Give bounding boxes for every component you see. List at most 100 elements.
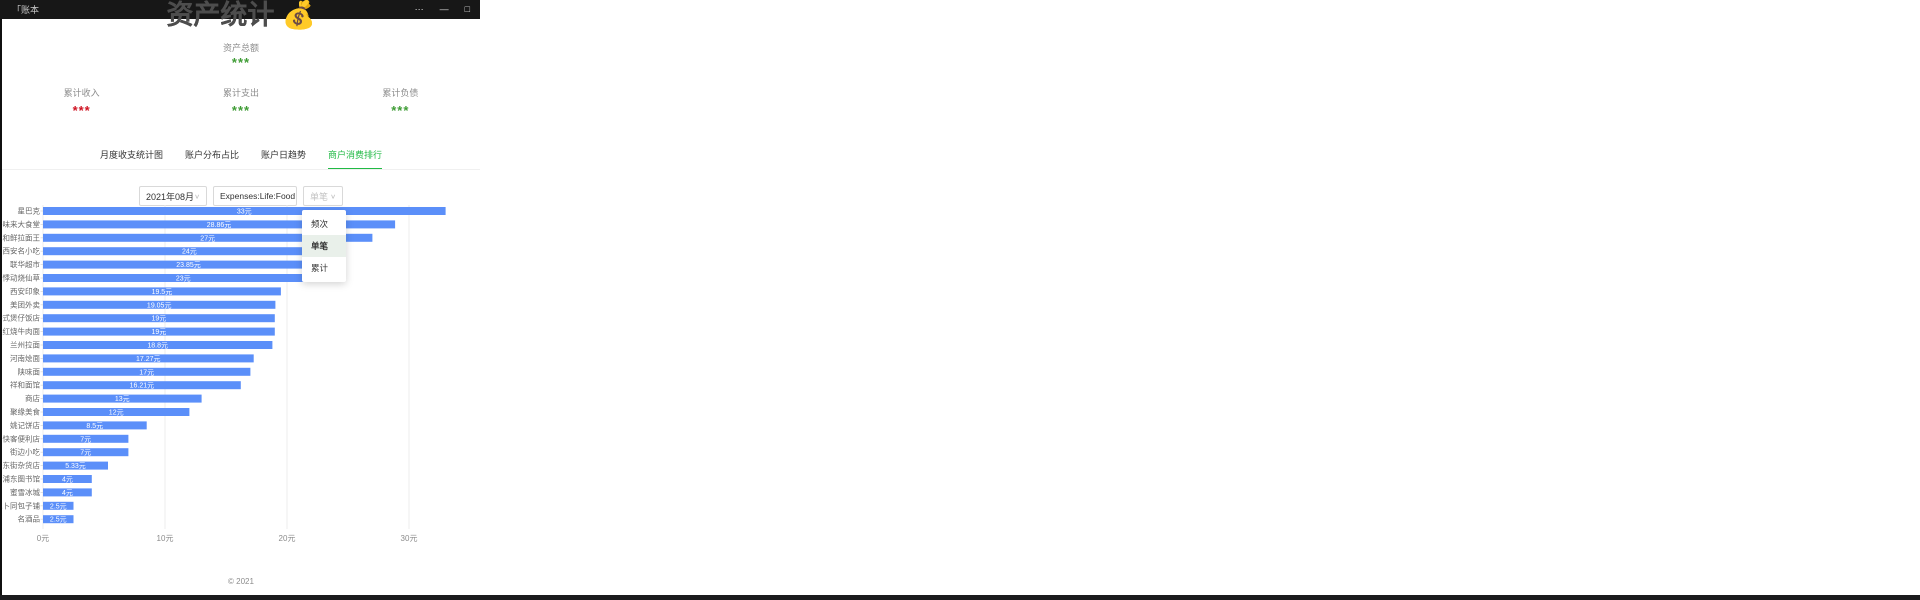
screen-bottom-edge (0, 595, 1920, 600)
tab-stats-2[interactable]: 账户日趋势 (261, 150, 307, 160)
bar-3[interactable] (43, 247, 336, 256)
tab-stats-3[interactable]: 商户消费排行 (328, 148, 383, 170)
bar-value-label: 17.27元 (136, 355, 161, 363)
bar-value-label: 28.86元 (207, 221, 232, 229)
bar-16[interactable] (43, 421, 147, 430)
mode-dropdown-menu: 频次单笔累计 (302, 210, 346, 282)
menu-option-单笔[interactable]: 单笔 (302, 235, 346, 257)
bar-category-label: 港式煲仔饭店 (2, 313, 40, 323)
bar-value-label: 7元 (80, 449, 91, 457)
bar-category-label: 蜜雪冰城 (10, 487, 40, 497)
bar-6[interactable] (43, 287, 281, 296)
bar-category-label: 美团外卖 (10, 299, 40, 309)
bar-8[interactable] (43, 314, 275, 323)
x-tick-label: 20元 (279, 534, 296, 543)
window-more-icon[interactable]: ⋯ (414, 4, 424, 14)
stat-label: 累计收入 (63, 88, 100, 98)
bar-7[interactable] (43, 300, 276, 309)
bar-value-label: 7元 (80, 435, 91, 443)
window-maximize-icon[interactable]: □ (464, 4, 470, 14)
bar-category-label: 包卜同包子铺 (2, 500, 40, 510)
bar-18[interactable] (43, 448, 129, 457)
bar-value-label: 19元 (152, 328, 167, 336)
x-tick-label: 30元 (401, 534, 418, 543)
bar-value-label: 2.5元 (50, 502, 67, 510)
cumulative-stat: 累计负债 *** (321, 86, 480, 117)
bar-value-label: 4元 (62, 489, 73, 497)
chevron-down-icon: ∨ (194, 192, 200, 200)
bar-category-label: 西安名小吃 (3, 246, 41, 256)
cumulative-stat: 累计支出 *** (161, 86, 320, 118)
tabs-divider (2, 169, 480, 170)
bar-17[interactable] (43, 434, 129, 443)
bar-value-label: 19.05元 (147, 301, 172, 309)
bar-5[interactable] (43, 274, 324, 282)
bar-4[interactable] (43, 260, 334, 269)
bar-value-label: 23.85元 (176, 261, 201, 269)
bar-category-label: 红烧牛肉面 (3, 326, 41, 336)
bar-category-label: 名酒品 (18, 514, 41, 524)
bar-12[interactable] (43, 367, 251, 376)
stat-label: 累计支出 (222, 88, 259, 98)
x-tick-label: 10元 (157, 534, 174, 543)
bar-category-label: 商店 (25, 393, 40, 403)
bar-11[interactable] (43, 354, 254, 363)
copyright: © 2021 (228, 577, 254, 586)
bar-value-label: 27元 (200, 234, 215, 242)
bar-2[interactable] (43, 233, 373, 242)
bar-19[interactable] (43, 461, 108, 470)
bar-value-label: 12元 (109, 409, 124, 417)
bar-category-label: 河南烩面 (10, 353, 40, 363)
bar-category-label: 聚缘美食 (10, 407, 40, 417)
window-title: 「账本 (12, 5, 40, 15)
bar-value-label: 16.21元 (130, 382, 155, 390)
bar-category-label: 兰州拉面 (10, 340, 40, 350)
account-input[interactable]: Expenses:Life:Food (213, 186, 297, 206)
bar-category-label: 悸动烧仙草 (3, 273, 41, 283)
bar-9[interactable] (43, 327, 275, 336)
cumulative-stats: 累计收入 *** 累计支出 *** 累计负债 *** (2, 86, 480, 118)
bar-14[interactable] (43, 394, 202, 403)
bar-value-label: 19元 (152, 315, 167, 323)
bar-1[interactable] (43, 220, 396, 229)
bar-category-label: 东街杂货店 (3, 460, 41, 470)
menu-option-频次[interactable]: 频次 (311, 219, 329, 229)
bar-category-label: 和鲜拉面王 (3, 232, 41, 242)
bar-10[interactable] (43, 341, 273, 349)
stat-value: *** (72, 103, 91, 118)
bar-20[interactable] (43, 475, 92, 483)
bar-value-label: 19.5元 (152, 288, 173, 296)
bar-category-label: 西安印象 (10, 286, 40, 296)
bar-23[interactable] (43, 515, 74, 524)
bar-0[interactable] (43, 207, 446, 215)
bar-controls: 2021年08月 ∨ Expenses:Life:Food 单笔 ∨ (2, 186, 480, 206)
bar-category-label: 街边小吃 (10, 447, 40, 457)
bar-value-label: 2.5元 (50, 516, 67, 524)
bar-value-label: 33元 (237, 208, 252, 216)
bar-21[interactable] (43, 488, 92, 497)
mode-select[interactable]: 单笔 ∨ (303, 186, 343, 206)
bar-value-label: 4元 (62, 476, 73, 484)
titlebar[interactable]: 「账本 ⋯ — □ (2, 0, 480, 19)
bar-value-label: 24元 (182, 248, 197, 256)
bar-category-label: 星巴克 (18, 207, 41, 216)
bar-value-label: 8.5元 (86, 422, 103, 430)
stat-value: *** (231, 103, 251, 118)
bar-value-label: 23元 (176, 275, 191, 283)
stat-label: 累计负债 (382, 88, 419, 98)
bar-category-label: 快客便利店 (3, 433, 41, 443)
chevron-down-icon: ∨ (330, 192, 336, 200)
bar-13[interactable] (43, 381, 241, 390)
window-minimize-icon[interactable]: — (439, 4, 449, 14)
bar-22[interactable] (43, 501, 74, 510)
menu-option-累计[interactable]: 累计 (311, 263, 329, 273)
tab-stats-1[interactable]: 账户分布占比 (184, 150, 239, 160)
bar-15[interactable] (43, 408, 190, 416)
month-select[interactable]: 2021年08月∨ (139, 186, 207, 206)
bar-category-label: 联华超市 (10, 259, 40, 269)
bar-category-label: 浦东图书馆 (3, 474, 41, 484)
bar-category-label: 姚记饼店 (10, 420, 40, 430)
tab-stats-0[interactable]: 月度收支统计图 (99, 150, 163, 160)
asset-total-value: *** (231, 55, 251, 70)
